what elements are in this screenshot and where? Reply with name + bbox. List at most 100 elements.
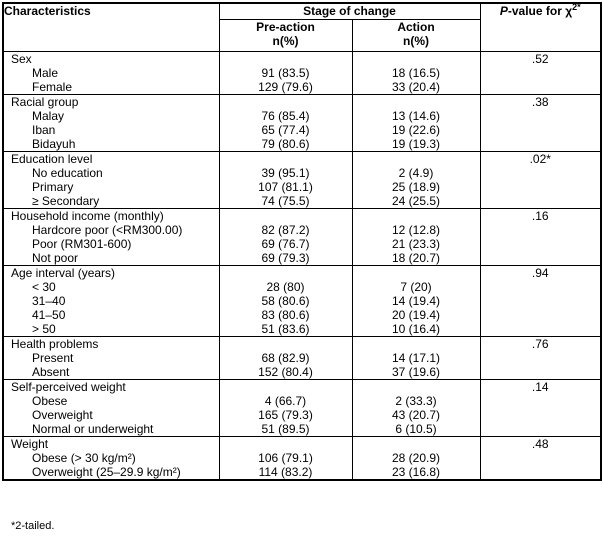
group-label: Sex bbox=[11, 52, 32, 67]
chi-symbol: χ bbox=[565, 4, 573, 18]
table-row: Self-perceived weight Obese Overweight Norm… bbox=[2, 379, 602, 437]
spacer bbox=[353, 381, 479, 395]
table-row: Age interval (years) < 30 31–40 41–50 > 50 28… bbox=[2, 265, 602, 337]
spacer bbox=[220, 210, 351, 224]
table-row: Sex Male Female 91 (83.5) 129 (79.6) 18 (16.5… bbox=[2, 51, 602, 95]
action-value: 10 (16.4) bbox=[391, 322, 441, 336]
spacer bbox=[353, 267, 479, 281]
action-value: 19 (22.6) bbox=[391, 123, 441, 137]
item-label: Poor (RM301-600) bbox=[32, 237, 132, 251]
item-label: Bidayuh bbox=[32, 137, 76, 151]
action-value: 28 (20.9) bbox=[391, 451, 441, 465]
characteristic-cell: Self-perceived weight Obese Overweight Norm… bbox=[2, 379, 220, 437]
header-action-label: Action bbox=[397, 20, 435, 35]
pre-action-cell: 28 (80) 58 (80.6) 83 (80.6) 51 (83.6) bbox=[218, 265, 353, 337]
item-label: Overweight (25–29.9 kg/m²) bbox=[32, 465, 181, 479]
item-label: > 50 bbox=[32, 322, 56, 336]
pre-action-value: 165 (79.3) bbox=[258, 408, 313, 422]
header-row-2: Pre-action n(%) Action n(%) bbox=[3, 19, 601, 52]
action-cell: 2 (33.3) 43 (20.7) 6 (10.5) bbox=[351, 379, 481, 437]
action-value: 14 (19.4) bbox=[391, 294, 441, 308]
pre-action-value: 76 (85.4) bbox=[261, 109, 310, 123]
group-label: Weight bbox=[11, 437, 49, 451]
action-value: 25 (18.9) bbox=[391, 180, 441, 194]
group-label: Racial group bbox=[11, 95, 79, 110]
action-value: 6 (10.5) bbox=[395, 422, 437, 436]
action-value: 37 (19.6) bbox=[391, 365, 441, 379]
action-cell: 28 (20.9) 23 (16.8) bbox=[351, 436, 481, 481]
header-stage-of-change: Stage of change bbox=[218, 2, 481, 20]
spacer bbox=[220, 53, 351, 67]
action-value: 18 (16.5) bbox=[391, 66, 441, 80]
pre-action-value: 4 (66.7) bbox=[264, 394, 307, 408]
spacer bbox=[220, 96, 351, 110]
p-value-text: -value for bbox=[507, 4, 566, 18]
pre-action-cell: 76 (85.4) 65 (77.4) 79 (80.6) bbox=[218, 94, 353, 152]
action-value: 2 (33.3) bbox=[395, 394, 437, 408]
item-label: Female bbox=[32, 80, 73, 94]
pre-action-value: 83 (80.6) bbox=[261, 308, 310, 322]
item-label: Overweight bbox=[32, 408, 93, 422]
table-row: Education level No education Primary ≥ Seco… bbox=[2, 151, 602, 209]
p-value-cell: .94 bbox=[479, 265, 602, 337]
pre-action-value: 79 (80.6) bbox=[261, 137, 310, 151]
pre-action-value: 114 (83.2) bbox=[258, 465, 313, 479]
footnote: *2-tailed. bbox=[11, 520, 55, 532]
action-value: 19 (19.3) bbox=[391, 137, 441, 151]
item-label: 41–50 bbox=[32, 308, 66, 322]
pre-action-value: 51 (89.5) bbox=[261, 422, 310, 436]
action-value: 13 (14.6) bbox=[391, 109, 441, 123]
header-pre-action: Pre-action n(%) bbox=[218, 19, 353, 52]
spacer bbox=[220, 267, 351, 281]
spacer bbox=[353, 437, 479, 451]
characteristic-cell: Weight Obese (> 30 kg/m²) Overweight (25–2… bbox=[2, 436, 220, 481]
p-value-cell: .16 bbox=[479, 208, 602, 266]
p-value-cell: .48 bbox=[479, 436, 602, 481]
p-value-cell: .76 bbox=[479, 336, 602, 380]
pre-action-cell: 68 (82.9) 152 (80.4) bbox=[218, 336, 353, 380]
pre-action-value: 65 (77.4) bbox=[261, 123, 310, 137]
p-value-cell: .14 bbox=[479, 379, 602, 437]
group-label: Health problems bbox=[11, 337, 99, 352]
p-value-cell: .38 bbox=[479, 94, 602, 152]
action-value: 20 (19.4) bbox=[391, 308, 441, 322]
characteristic-cell: Education level No education Primary ≥ Seco… bbox=[2, 151, 220, 209]
table-row: Household income (monthly) Hardcore poor … bbox=[2, 208, 602, 266]
action-value: 18 (20.7) bbox=[391, 251, 441, 265]
action-value: 33 (20.4) bbox=[391, 80, 441, 94]
pre-action-value: 106 (79.1) bbox=[258, 451, 313, 465]
spacer bbox=[353, 153, 479, 167]
action-cell: 14 (17.1) 37 (19.6) bbox=[351, 336, 481, 380]
item-label: Obese (> 30 kg/m²) bbox=[32, 451, 136, 465]
characteristic-cell: Household income (monthly) Hardcore poor … bbox=[2, 208, 220, 266]
action-value: 43 (20.7) bbox=[391, 408, 441, 422]
item-label: 31–40 bbox=[32, 294, 66, 308]
table-row: Weight Obese (> 30 kg/m²) Overweight (25–2… bbox=[2, 436, 602, 481]
spacer bbox=[353, 53, 479, 67]
header-pre-action-label: Pre-action bbox=[256, 20, 315, 35]
item-label: Iban bbox=[32, 123, 56, 137]
characteristic-cell: Age interval (years) < 30 31–40 41–50 > 50 bbox=[2, 265, 220, 337]
item-label: Primary bbox=[32, 180, 74, 194]
action-value: 12 (12.8) bbox=[391, 223, 441, 237]
pre-action-cell: 4 (66.7) 165 (79.3) 51 (89.5) bbox=[218, 379, 353, 437]
item-label: Male bbox=[32, 66, 59, 80]
spacer bbox=[220, 381, 351, 395]
pre-action-value: 28 (80) bbox=[266, 280, 305, 294]
table-body: Sex Male Female 91 (83.5) 129 (79.6) 18 (16.5… bbox=[2, 51, 602, 481]
action-value: 21 (23.3) bbox=[391, 237, 441, 251]
item-label: Not poor bbox=[32, 251, 79, 265]
spacer bbox=[353, 338, 479, 352]
spacer bbox=[220, 153, 351, 167]
group-label: Household income (monthly) bbox=[11, 209, 164, 224]
header-action: Action n(%) bbox=[351, 19, 481, 52]
pre-action-value: 69 (79.3) bbox=[261, 251, 310, 265]
table-header: Characteristics Stage of change P-value … bbox=[2, 2, 602, 52]
spacer bbox=[220, 437, 351, 451]
chi-superscript: 2* bbox=[572, 3, 581, 12]
pre-action-value: 69 (76.7) bbox=[261, 237, 310, 251]
pre-action-value: 82 (87.2) bbox=[261, 223, 310, 237]
group-label: Education level bbox=[11, 152, 93, 167]
pre-action-value: 51 (83.6) bbox=[261, 322, 310, 336]
item-label: Obese bbox=[32, 394, 68, 408]
